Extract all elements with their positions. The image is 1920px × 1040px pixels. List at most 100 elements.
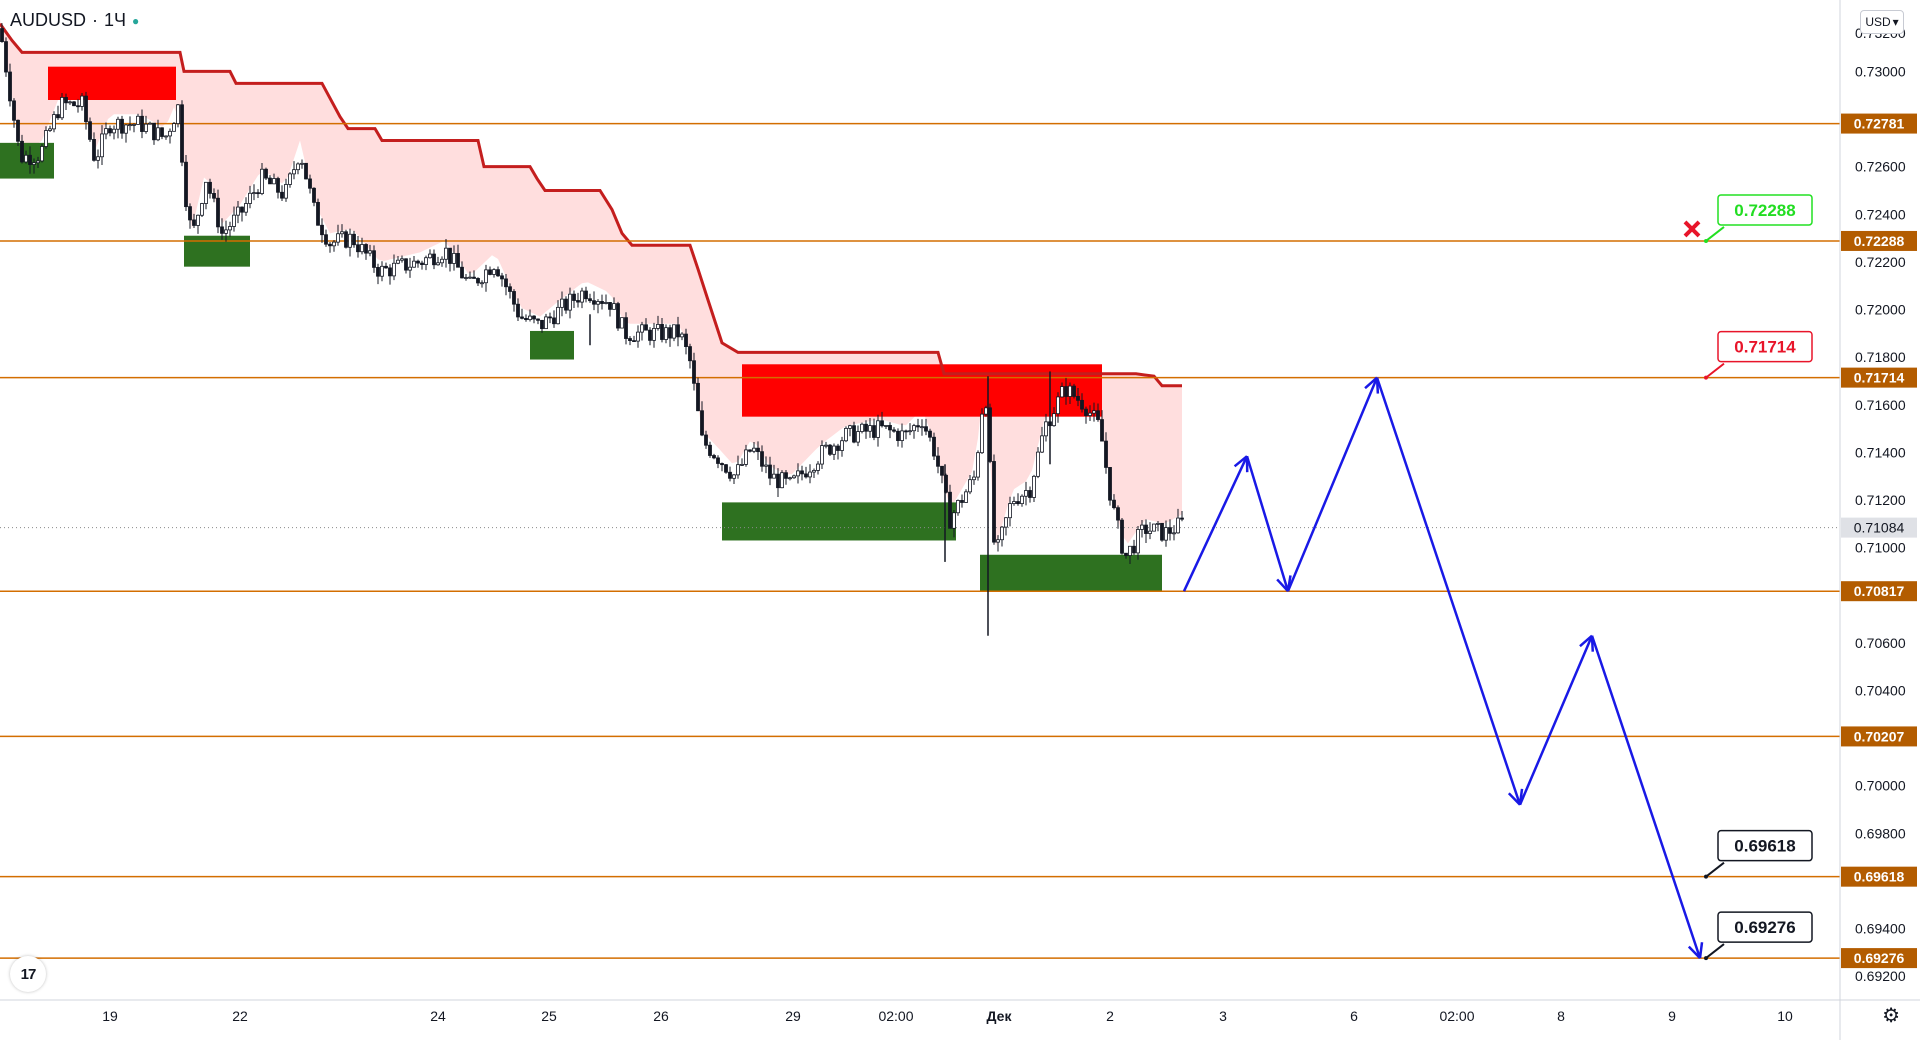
candle-body bbox=[440, 258, 444, 264]
candle-body bbox=[1040, 435, 1044, 453]
projection-arrowhead bbox=[1364, 376, 1378, 390]
trail-stop-fill bbox=[0, 19, 1182, 547]
callout-anchor bbox=[1704, 956, 1708, 961]
candle-body bbox=[1020, 495, 1024, 505]
tradingview-logo[interactable]: 17 bbox=[10, 956, 46, 992]
candle-body bbox=[216, 197, 220, 228]
projection-path[interactable] bbox=[1182, 376, 1704, 959]
candle-body bbox=[44, 130, 48, 147]
price-callout[interactable]: 0.69618 bbox=[1704, 829, 1813, 879]
candle-body bbox=[652, 328, 656, 341]
candle-body bbox=[552, 317, 556, 325]
candle-body bbox=[516, 303, 520, 318]
demand-zone bbox=[722, 502, 956, 541]
callout-pointer bbox=[1705, 943, 1725, 959]
candle-body bbox=[1132, 545, 1136, 554]
candle-body bbox=[468, 276, 472, 279]
candle-body bbox=[972, 476, 976, 481]
candle-body bbox=[252, 192, 256, 195]
candle-body bbox=[1136, 529, 1140, 554]
candle-body bbox=[1128, 545, 1132, 556]
candle-body bbox=[12, 100, 16, 121]
candle-body bbox=[1084, 408, 1088, 416]
symbol-name: AUDUSD bbox=[10, 10, 87, 30]
level-badge-text: 0.72288 bbox=[1854, 233, 1905, 249]
time-axis[interactable]: 19 22 24 25 26 29 02:00 Дек 2 3 6 02:00 8 9 10 bbox=[102, 1008, 1793, 1024]
time-tick-label: 3 bbox=[1219, 1008, 1227, 1024]
candle-body bbox=[368, 250, 372, 254]
callout-anchor bbox=[1704, 238, 1708, 243]
candle-body bbox=[1068, 385, 1072, 397]
time-tick-label: 02:00 bbox=[878, 1008, 913, 1024]
price-callout[interactable]: 0.72288 bbox=[1704, 194, 1813, 243]
candle-body bbox=[104, 128, 108, 135]
candle-body bbox=[500, 275, 504, 280]
time-tick-label: 2 bbox=[1106, 1008, 1114, 1024]
candle-body bbox=[88, 121, 92, 140]
candle-body bbox=[756, 447, 760, 453]
candle-body bbox=[220, 226, 224, 234]
candle-body bbox=[392, 262, 396, 277]
price-axis[interactable]: 0.73000 0.72600 0.72400 0.72200 0.72000 0.718… bbox=[1841, 25, 1917, 984]
price-tick-label: 0.71000 bbox=[1855, 540, 1906, 556]
price-tick-label: 0.72600 bbox=[1855, 159, 1906, 175]
candle-body bbox=[16, 119, 20, 142]
candle-body bbox=[428, 253, 432, 259]
candle-body bbox=[984, 407, 988, 415]
candle-body bbox=[864, 423, 868, 432]
candle-body bbox=[688, 346, 692, 362]
candle-body bbox=[780, 472, 784, 489]
candle-body bbox=[564, 298, 568, 311]
candle-body bbox=[1176, 517, 1180, 534]
symbol-header[interactable]: AUDUSD · 1Ч ● bbox=[10, 10, 139, 31]
candle-body bbox=[632, 340, 636, 342]
candle-body bbox=[36, 160, 40, 164]
candle-body bbox=[76, 105, 80, 108]
candle-body bbox=[128, 124, 132, 127]
level-badge-text: 0.72781 bbox=[1854, 116, 1905, 132]
candle-body bbox=[284, 184, 288, 199]
candle-body bbox=[288, 173, 292, 185]
candle-body bbox=[540, 319, 544, 330]
candle-body bbox=[376, 267, 380, 277]
candle-body bbox=[728, 471, 732, 479]
candle-body bbox=[432, 253, 436, 266]
candle-body bbox=[404, 258, 408, 271]
candle-body bbox=[732, 474, 736, 479]
price-callout[interactable]: 0.69276 bbox=[1704, 911, 1813, 961]
candle-body bbox=[768, 464, 772, 479]
candle-body bbox=[960, 500, 964, 503]
currency-button[interactable]: USD ▾ bbox=[1860, 10, 1904, 34]
candle-body bbox=[672, 324, 676, 339]
candle-body bbox=[848, 425, 852, 429]
candle-body bbox=[568, 293, 572, 311]
candle-body bbox=[112, 128, 116, 134]
candle-body bbox=[704, 434, 708, 446]
candle-body bbox=[448, 247, 452, 264]
time-tick-label: 6 bbox=[1350, 1008, 1358, 1024]
candle-body bbox=[52, 114, 56, 130]
candle-body bbox=[524, 317, 528, 320]
candle-body bbox=[1152, 523, 1156, 532]
price-callout[interactable]: 0.71714 bbox=[1704, 330, 1813, 380]
price-tick-label: 0.71400 bbox=[1855, 444, 1906, 460]
plot-area[interactable] bbox=[0, 19, 1840, 959]
candle-body bbox=[456, 253, 460, 268]
candle-body bbox=[1120, 519, 1124, 554]
interval-label[interactable]: 1Ч bbox=[104, 10, 127, 30]
candle-body bbox=[660, 324, 664, 340]
candle-body bbox=[600, 301, 604, 304]
price-tick-label: 0.70000 bbox=[1855, 778, 1906, 794]
candle-body bbox=[692, 360, 696, 384]
candle-body bbox=[1100, 419, 1104, 442]
candle-body bbox=[928, 430, 932, 438]
candle-body bbox=[748, 449, 752, 452]
candle-body bbox=[64, 97, 68, 104]
level-badge-text: 0.69618 bbox=[1854, 869, 1905, 885]
projection-segment bbox=[1590, 635, 1702, 959]
candle-body bbox=[488, 269, 492, 275]
gear-icon[interactable]: ⚙ bbox=[1882, 1005, 1900, 1027]
candle-body bbox=[788, 477, 792, 480]
